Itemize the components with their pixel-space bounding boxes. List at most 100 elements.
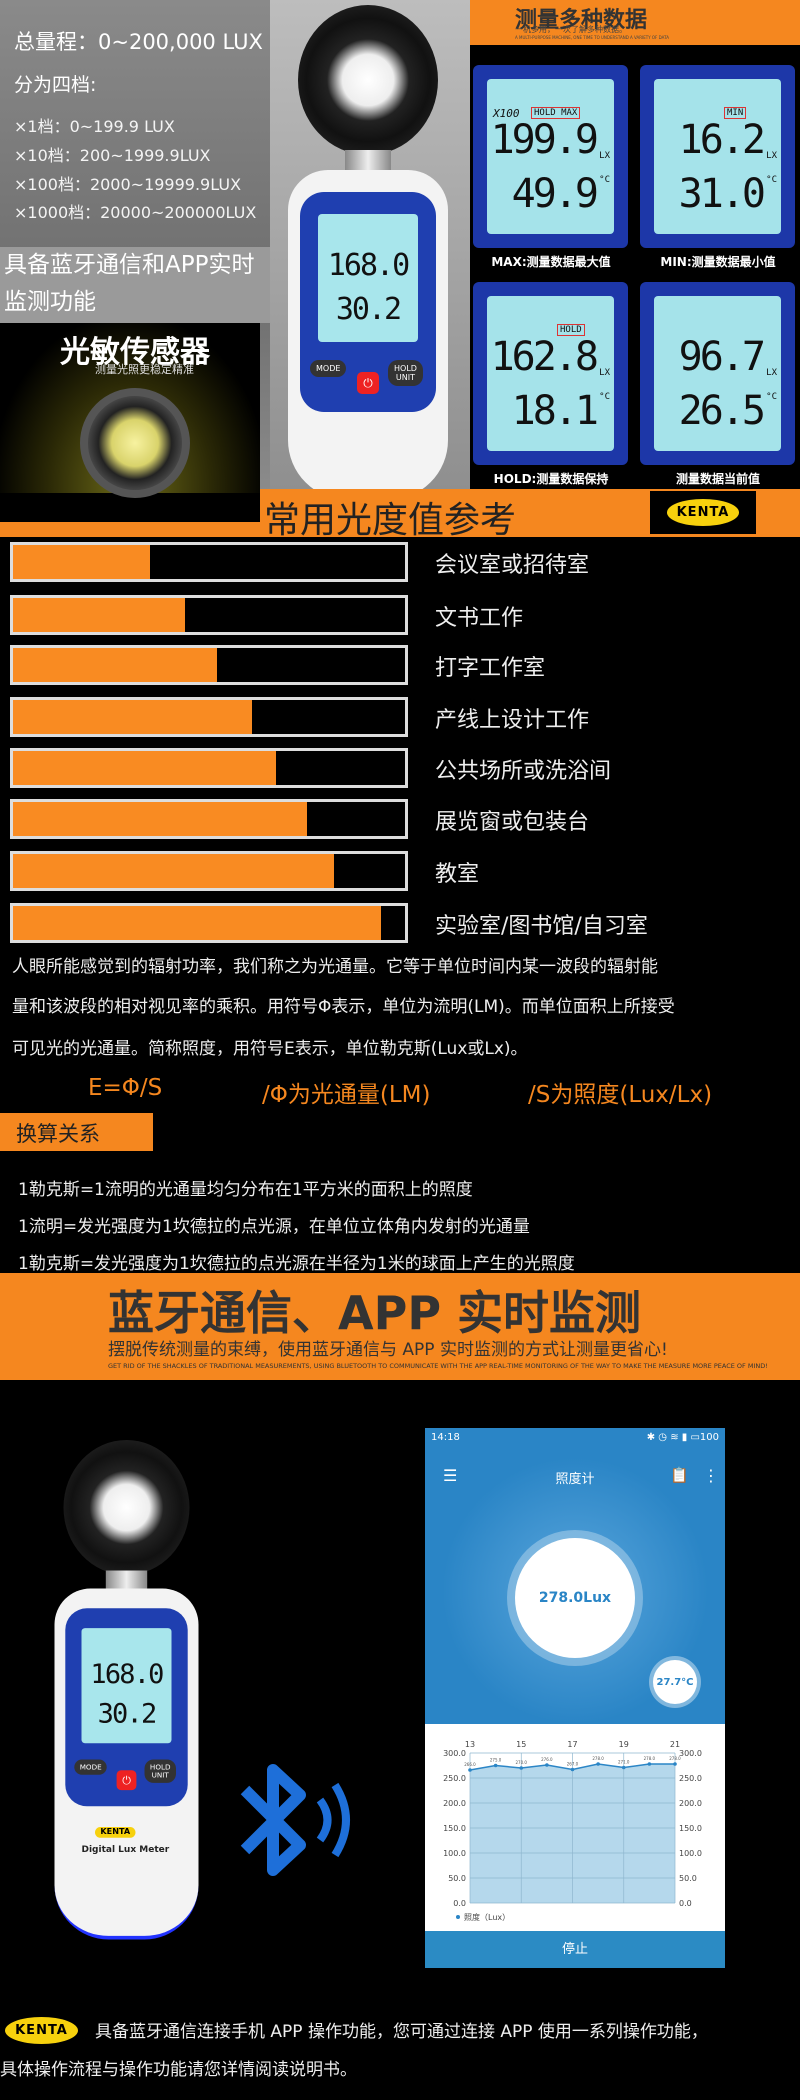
- data-point: [545, 1763, 549, 1767]
- lcd-screen: HOLD 162.8 LX 18.1 °C: [487, 296, 614, 451]
- bar-fill: [13, 598, 186, 632]
- bt-feature: 具备蓝牙通信和APP实时监测功能: [0, 247, 270, 323]
- lux-unit: LX: [599, 151, 610, 161]
- bluetooth-english: GET RID OF THE SHACKLES OF TRADITIONAL M…: [108, 1362, 768, 1370]
- more-icon[interactable]: ⋮: [703, 1466, 719, 1485]
- sensor-head: [298, 5, 438, 155]
- app-title: 照度计: [555, 1472, 595, 1487]
- sensor-title: 光敏传感器: [60, 335, 210, 370]
- data-label: 275.0: [490, 1758, 502, 1763]
- lcd-screen: X100 HOLD MAX 199.9 LX 49.9 °C: [487, 79, 614, 234]
- meter-body: 168.0 30.2 MODE ⏻ HOLD UNIT KENTA Digital…: [54, 1588, 199, 1940]
- lcd-screen: 96.7 LX 26.5 °C: [654, 296, 781, 451]
- bar-label: 教室: [435, 862, 480, 887]
- battery-level: 100: [699, 1432, 719, 1443]
- formula-s: /S为照度(Lux/Lx): [528, 1082, 713, 1108]
- bar-fill: [13, 545, 151, 579]
- data-point: [647, 1762, 652, 1766]
- light-level-bar: [10, 799, 408, 839]
- data-point: [519, 1766, 524, 1770]
- data-label: 266.0: [464, 1762, 476, 1767]
- x-tick: 15: [516, 1740, 526, 1749]
- data-label: 278.0: [669, 1756, 681, 1761]
- bar-label: 打字工作室: [435, 656, 546, 681]
- y-tick-right: 200.0: [679, 1799, 702, 1808]
- total-range: 总量程：0~200,000 LUX: [14, 30, 263, 54]
- x-tick: 17: [567, 1740, 577, 1749]
- reference-banner: 常用光度值参考 KENTA: [260, 489, 800, 541]
- lcd-panel: HOLD 162.8 LX 18.1 °C: [473, 282, 628, 465]
- lux-meter-image-2: 168.0 30.2 MODE ⏻ HOLD UNIT KENTA Digital…: [50, 1440, 203, 1940]
- clipboard-icon[interactable]: 📋: [670, 1466, 689, 1484]
- kenta-logo: KENTA: [650, 491, 756, 534]
- light-level-bar: [10, 595, 408, 635]
- meter-body: 168.0 30.2 MODE ⏻ HOLD UNIT: [288, 170, 448, 500]
- conversion-line: 1勒克斯=1流明的光通量均匀分布在1平方米的面积上的照度: [18, 1180, 473, 1200]
- data-label: 271.0: [618, 1760, 630, 1765]
- data-label: 278.0: [644, 1756, 656, 1761]
- data-label: 278.0: [592, 1756, 604, 1761]
- range-level: ×1档：0~199.9 LUX: [14, 117, 175, 136]
- legend-label: 照度（Lux）: [464, 1912, 510, 1922]
- menu-icon[interactable]: ☰: [443, 1466, 458, 1485]
- data-point: [673, 1762, 677, 1766]
- temp-value: 18.1: [511, 388, 599, 434]
- y-tick-right: 300.0: [679, 1749, 702, 1758]
- y-tick-left: 100.0: [443, 1849, 466, 1858]
- lcd-panel: 96.7 LX 26.5 °C: [640, 282, 795, 465]
- multi-title: 测量多种数据: [515, 8, 648, 33]
- multi-data-header: 测量多种数据 一机多用，一次了解多种数据。 A MULTI-PURPOSE MA…: [470, 0, 800, 45]
- multi-subtitle: 一机多用，一次了解多种数据。: [515, 25, 627, 34]
- meter-lcd: 168.0 30.2: [81, 1628, 172, 1744]
- x-tick: 13: [465, 1740, 475, 1749]
- lcd-temp: 30.2: [97, 1698, 158, 1730]
- y-tick-right: 150.0: [679, 1824, 702, 1833]
- temp-unit: °C: [599, 175, 610, 185]
- lcd-caption: 测量数据当前值: [675, 472, 760, 486]
- phone-app-screen: 14:18 ✱ ◷ ≋ ▮ ▭100 ☰ 照度计 📋 ⋮ 278.0Lux 27…: [425, 1428, 725, 1968]
- light-level-bar: [10, 903, 408, 943]
- bar-label: 会议室或招待室: [435, 553, 590, 578]
- temp-unit: °C: [766, 175, 777, 185]
- meter-panel: 168.0 30.2 MODE ⏻ HOLD UNIT: [65, 1608, 188, 1807]
- data-label: 270.0: [516, 1760, 528, 1765]
- lux-unit: LX: [599, 368, 610, 378]
- lux-value: 96.7: [678, 334, 766, 380]
- sensor-lens-image: [80, 388, 190, 498]
- lcd-screen: MIN 16.2 LX 31.0 °C: [654, 79, 781, 234]
- temp-unit: °C: [599, 392, 610, 402]
- lcd-caption: MIN:测量数据最小值: [660, 255, 776, 269]
- range-level: ×10档：200~1999.9LUX: [14, 146, 211, 165]
- bar-fill: [13, 751, 276, 785]
- app-bar: ☰ 照度计 📋 ⋮: [425, 1464, 725, 1494]
- conversion-title: 换算关系: [0, 1113, 153, 1151]
- lcd-lux: 168.0: [327, 248, 410, 283]
- data-point: [621, 1765, 626, 1770]
- data-point: [493, 1763, 498, 1768]
- lcd-temp: 30.2: [335, 292, 402, 327]
- lux-value: 199.9: [490, 117, 599, 163]
- unit-label: UNIT: [151, 1771, 169, 1780]
- bar-fill: [13, 802, 307, 836]
- lux-value: 162.8: [490, 334, 599, 380]
- lux-value: 16.2: [678, 117, 766, 163]
- y-tick-right: 0.0: [679, 1899, 692, 1908]
- stop-button[interactable]: 停止: [425, 1931, 725, 1968]
- range-level: ×1000档：20000~200000LUX: [14, 203, 257, 222]
- lcd-caption: MAX:测量数据最大值: [491, 255, 611, 269]
- explanation-line: 量和该波段的相对视见率的乘积。用符号Φ表示，单位为流明(LM)。而单位面积上所接…: [12, 997, 675, 1017]
- lcd-panel: X100 HOLD MAX 199.9 LX 49.9 °C: [473, 65, 628, 248]
- mode-tag: HOLD MAX: [531, 107, 581, 119]
- lcd-lux: 168.0: [90, 1658, 164, 1691]
- status-time: 14:18: [431, 1432, 460, 1443]
- y-tick-left: 200.0: [443, 1799, 466, 1808]
- data-point: [468, 1768, 472, 1772]
- banner-strip: [0, 522, 260, 537]
- temp-reading: 27.7°C: [653, 1660, 697, 1704]
- range-level: ×100档：2000~19999.9LUX: [14, 175, 242, 194]
- range-prefix: X100: [493, 107, 520, 120]
- bar-fill: [13, 854, 335, 888]
- lux-unit: LX: [766, 368, 777, 378]
- sensor-head: [63, 1440, 190, 1575]
- temp-value: 31.0: [678, 171, 766, 217]
